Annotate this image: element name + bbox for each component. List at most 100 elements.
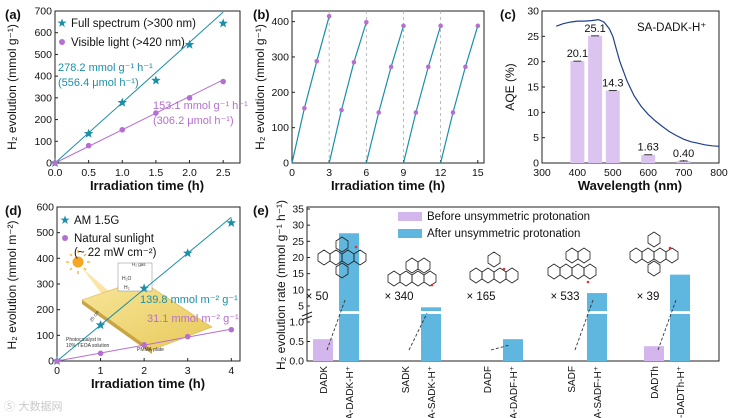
data-point-star xyxy=(184,39,195,49)
panel-c-yticks: 0 5 10 15 20 25 30 xyxy=(527,6,545,170)
y-tick-label: 1.0 xyxy=(289,317,304,329)
legend-sunlight-marker xyxy=(62,235,68,241)
y-tick-label: 600 xyxy=(36,202,54,214)
y-tick-label: 300 xyxy=(34,92,52,104)
cycle-point xyxy=(450,110,456,115)
y-tick-label: 0 xyxy=(48,356,54,368)
after-bar xyxy=(503,339,523,361)
y-tick-label: 5 xyxy=(533,132,539,144)
inset-h2o: H₂O xyxy=(122,276,132,282)
data-point-star xyxy=(117,97,127,107)
bar-break-gap xyxy=(586,311,608,314)
legend-sunlight: Natural sunlight xyxy=(74,233,155,245)
panel-b-xlabel: Irradiation time (h) xyxy=(331,178,445,193)
category-label: DADK xyxy=(319,366,330,394)
bar-break-gap xyxy=(669,311,691,314)
panel-b-cycle-dividers xyxy=(328,11,442,163)
cycle-line-3 xyxy=(365,25,405,164)
gas-box xyxy=(117,262,153,292)
cycle-line-5 xyxy=(440,25,479,164)
cycle-point xyxy=(339,107,344,113)
bar-break-gap xyxy=(338,311,360,314)
panel-a-frame xyxy=(54,10,241,164)
panel-e-label: (e) xyxy=(253,203,269,218)
sun-rays-icon xyxy=(66,250,90,274)
y-tick-label: 25 xyxy=(292,236,304,248)
annot-full-rate: 278.2 mmol g⁻¹ h⁻¹ xyxy=(58,62,153,74)
panel-a-yticks: 0 100 200 300 400 500 600 700 xyxy=(34,6,58,170)
y-tick-label: 400 xyxy=(271,16,289,28)
x-tick-label: 9 xyxy=(401,167,407,179)
x-tick-label: 0 xyxy=(289,167,295,179)
watermark: Ⓢ 大数据网 xyxy=(4,400,63,413)
panel-c-ylabel: AQE (%) xyxy=(503,63,517,110)
molecule-sadf xyxy=(547,247,597,284)
before-bar xyxy=(313,339,333,361)
data-point-circle xyxy=(186,95,193,101)
cycle-line-1 xyxy=(291,16,330,164)
inset-solution: 10% TEOA solution xyxy=(66,343,109,349)
after-bar xyxy=(670,274,690,361)
legend-star-marker: ★ xyxy=(57,16,68,30)
enhancement-arrow xyxy=(408,313,428,351)
panel-c-xticks: 300 400 500 600 700 800 xyxy=(533,160,728,179)
cycle-point xyxy=(475,23,481,29)
x-tick-label: 800 xyxy=(710,167,728,179)
panel-b-ylabel: H₂ evolution (mmol g⁻¹) xyxy=(253,24,267,150)
x-tick-label: 400 xyxy=(569,167,587,179)
y-tick-label: 35 xyxy=(292,204,304,216)
x-tick-label: 2.5 xyxy=(216,167,231,179)
enhancement-arrow xyxy=(326,299,346,351)
y-tick-label: 10 xyxy=(292,284,304,296)
fit-line-0 xyxy=(54,11,224,164)
enhancement-factor: × 340 xyxy=(384,291,413,303)
data-point-circle xyxy=(153,110,159,116)
y-tick-label: 10 xyxy=(527,107,539,119)
data-point-circle xyxy=(85,142,92,149)
enhancement-factor: × 165 xyxy=(466,291,495,303)
cycle-point xyxy=(314,58,320,64)
legend-after-swatch xyxy=(398,229,422,238)
inset-h2: H₂ xyxy=(124,285,130,291)
panel-c-absorption-curve xyxy=(555,18,720,147)
molecule-structures xyxy=(317,231,679,287)
panel-a: (a) Irradiation time (h) H₂ evolution (m… xyxy=(5,6,248,194)
inset-plate: PMMA plate xyxy=(137,347,164,353)
data-point-star xyxy=(183,248,193,258)
y-tick-label: 200 xyxy=(36,304,54,316)
y-tick-label: 20 xyxy=(292,252,304,264)
before-bar xyxy=(644,346,664,361)
panel-e-bars: × 50 × 340 × 165 × 533 × 39 xyxy=(306,233,691,361)
y-tick-label: 700 xyxy=(34,6,52,18)
aqe-bar-500 xyxy=(605,90,620,163)
x-tick-label: 300 xyxy=(533,167,551,179)
legend-circle-marker xyxy=(59,39,65,45)
category-label: DADF xyxy=(483,366,494,393)
data-point-star xyxy=(95,320,106,330)
data-point-star xyxy=(226,217,236,227)
enhancement-factor: × 50 xyxy=(306,291,329,303)
y-tick-label: 300 xyxy=(271,51,289,63)
data-point-circle xyxy=(97,350,104,357)
x-tick-label: 15 xyxy=(472,167,484,179)
y-tick-label: 100 xyxy=(36,330,54,342)
y-tick-label: 15 xyxy=(292,268,304,280)
panel-a-xticks: 0.0 0.5 1.0 1.5 2.0 2.5 xyxy=(48,160,231,179)
x-tick-label: 0.0 xyxy=(48,167,63,179)
inset-photocatalyst: Photocatalyst in xyxy=(66,337,102,343)
category-label: SA-SADK-H⁺ xyxy=(427,366,438,418)
annot-visible-rate: 153.1 mmol g⁻¹ h⁻¹ xyxy=(153,100,248,112)
inset-h2-gas: H₂ gas xyxy=(132,262,146,267)
aqe-value-label: 0.40 xyxy=(673,148,694,160)
fit-line-1 xyxy=(54,79,224,164)
panel-d-label: (d) xyxy=(5,203,22,218)
legend-full-spectrum: Full spectrum (>300 nm) xyxy=(71,18,196,30)
aqe-value-label: 14.3 xyxy=(602,78,623,90)
category-label: SADK xyxy=(401,366,412,394)
cycle-point xyxy=(401,23,406,29)
panel-c: (c) Wavelength (nm) AQE (%) SA-DADK-H⁺ 3… xyxy=(500,6,728,194)
panel-e-category-labels: DADK SA-DADK-H⁺ SADK SA-SADK-H⁺ DADF SA-DADF-… xyxy=(319,366,687,418)
legend-after: After unsymmetric protonation xyxy=(427,228,580,240)
data-point-circle xyxy=(228,326,235,333)
y-tick-label: 25 xyxy=(527,31,539,43)
